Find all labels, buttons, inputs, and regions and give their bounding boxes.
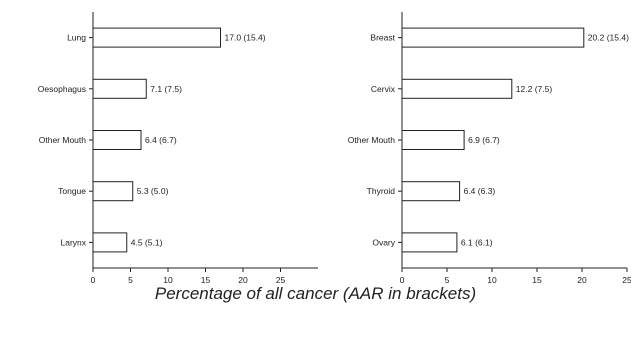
x-tick-label-1-0: 0 [91, 275, 96, 285]
category-label-1-2: Oesophagus [38, 84, 86, 94]
category-label-2-1: Breast [370, 33, 395, 43]
data-label-1-1: 17.0 (15.4) [225, 33, 266, 43]
data-label-1-2: 7.1 (7.5) [150, 84, 182, 94]
x-tick-label-2-5: 25 [622, 275, 631, 285]
bar-2-3 [401, 130, 465, 150]
category-label-1-4: Tongue [58, 186, 86, 196]
x-tick-label-1-4: 20 [238, 275, 248, 285]
category-label-1-5: Larynx [60, 237, 86, 247]
bar-2-2 [401, 78, 513, 99]
bar-2-5 [401, 232, 458, 253]
data-label-1-3: 6.4 (6.7) [145, 135, 177, 145]
data-label-1-4: 5.3 (5.0) [137, 186, 169, 196]
category-label-2-5: Ovary [372, 237, 395, 247]
data-label-2-3: 6.9 (6.7) [468, 135, 500, 145]
category-label-1-3: Other Mouth [39, 135, 87, 145]
data-label-2-2: 12.2 (7.5) [516, 84, 553, 94]
x-tick-label-1-2: 10 [163, 275, 173, 285]
x-axis-caption: Percentage of all cancer (AAR in bracket… [154, 284, 477, 303]
bar-2-4 [401, 181, 461, 202]
bar-1-3 [92, 130, 142, 150]
data-label-2-5: 6.1 (6.1) [461, 237, 493, 247]
x-tick-label-1-1: 5 [128, 275, 133, 285]
x-tick-label-2-3: 15 [532, 275, 542, 285]
bar-1-2 [92, 78, 147, 99]
x-tick-label-2-4: 20 [577, 275, 587, 285]
bar-1-1 [92, 27, 221, 48]
bar-1-5 [92, 232, 128, 253]
x-tick-label-1-5: 25 [276, 275, 286, 285]
category-label-2-4: Thyroid [367, 186, 396, 196]
data-label-1-5: 4.5 (5.1) [131, 237, 163, 247]
category-label-2-3: Other Mouth [348, 135, 396, 145]
x-tick-label-2-1: 5 [445, 275, 450, 285]
x-tick-label-1-3: 15 [201, 275, 211, 285]
data-label-2-4: 6.4 (6.3) [464, 186, 496, 196]
data-label-2-1: 20.2 (15.4) [588, 33, 629, 43]
bar-2-1 [401, 27, 585, 48]
category-label-1-1: Lung [67, 33, 86, 43]
bar-1-4 [92, 181, 134, 202]
x-tick-label-2-0: 0 [400, 275, 405, 285]
x-tick-label-2-2: 10 [487, 275, 497, 285]
category-label-2-2: Cervix [371, 84, 396, 94]
